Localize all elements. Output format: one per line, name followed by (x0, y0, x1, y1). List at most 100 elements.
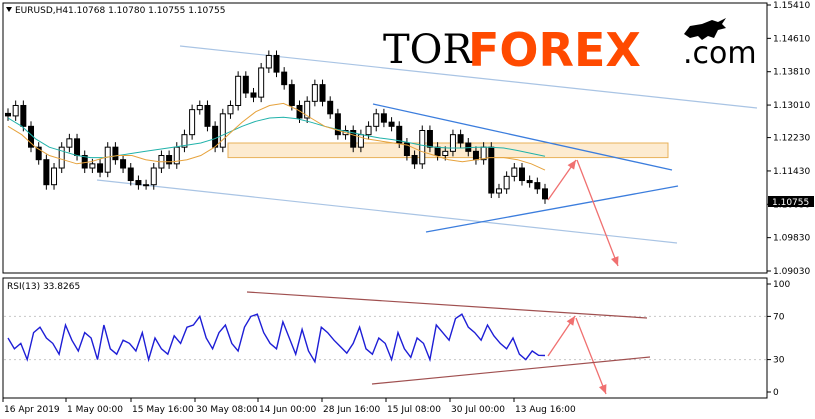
candle-body (503, 175, 510, 190)
candle-body (12, 104, 19, 117)
candle-body (181, 134, 188, 148)
rsi-trendline-lower (371, 356, 651, 385)
ohlc-label: 1.10768 1.10780 1.10755 1.10755 (68, 6, 225, 16)
rsi-trendline-upper (246, 291, 648, 319)
candle-body (258, 67, 265, 98)
rsi-tick-label: 70 (773, 312, 785, 322)
rsi-label: RSI(13) 33.8265 (7, 282, 80, 292)
candle-body (442, 150, 449, 157)
candle-body (242, 75, 249, 94)
candle-body (189, 109, 196, 136)
candle-body (58, 146, 65, 169)
candle-body (97, 163, 104, 173)
logo-forex-text: FOREX (468, 23, 641, 77)
forecast-arrows (547, 159, 619, 395)
price-tick-label: 1.12230 (773, 134, 810, 144)
time-tick-label: 28 Jun 16:00 (323, 405, 380, 415)
rsi-forecast-arrow-down-head (598, 384, 607, 394)
torforex-logo: TOR FOREX .com (383, 18, 757, 77)
price-tick-label: 1.09830 (773, 234, 810, 244)
collapse-triangle-icon[interactable] (6, 7, 12, 12)
candle-body (388, 121, 395, 127)
rsi-line (7, 313, 546, 364)
bull-icon (684, 18, 726, 40)
candle-body (227, 104, 234, 115)
logo-com-text: .com (683, 36, 757, 71)
time-tick-label: 15 Jul 08:00 (387, 405, 441, 415)
candle-body (127, 167, 134, 182)
ma-slow-line (7, 116, 546, 159)
candle-body (273, 54, 280, 73)
price-tick-label: 1.13010 (773, 101, 810, 111)
trendline-upper (372, 103, 673, 171)
candle-body (472, 150, 479, 161)
candle-body (281, 71, 288, 86)
forecast-arrow-up-head (567, 160, 576, 170)
candle-body (449, 134, 456, 152)
candle-body (419, 129, 426, 165)
price-tick-label: 1.11430 (773, 167, 810, 177)
rsi-panel-frame (2, 277, 768, 399)
channel-lower-line (96, 179, 678, 244)
candle-body (74, 138, 81, 157)
time-tick-label: 13 Aug 16:00 (515, 405, 576, 415)
candle-body (150, 167, 157, 186)
current-price-label: 1.10755 (772, 198, 809, 208)
candle-body (327, 100, 334, 115)
candle-body (43, 159, 50, 186)
candle-body (196, 104, 203, 111)
candle-body (288, 84, 295, 106)
candle-body (250, 92, 257, 98)
forecast-arrow-down-head (611, 256, 619, 266)
candle-body (334, 113, 341, 136)
candle-body (173, 146, 180, 165)
time-tick-label: 15 May 16:00 (132, 405, 194, 415)
candle-body (350, 129, 357, 148)
candle-body (212, 125, 219, 148)
candle-body (380, 113, 387, 123)
price-axis: 1.15410 1.14610 1.13810 1.13010 1.12230 1.114… (767, 1, 810, 277)
price-tick-label: 1.15410 (773, 1, 810, 11)
candle-body (166, 155, 173, 165)
candle-body (143, 184, 150, 187)
candle-body (311, 84, 318, 102)
trend-lines (372, 103, 679, 233)
time-tick-label: 30 May 08:00 (196, 405, 258, 415)
rsi-forecast-arrow-down (575, 317, 607, 395)
candle-body (488, 146, 495, 194)
ma-fast-line (7, 102, 546, 171)
candle-body (112, 146, 119, 161)
candle-body (120, 159, 127, 169)
rsi-axis: 100 70 30 0 (4, 280, 790, 398)
candle-body (296, 104, 303, 119)
candle-body (511, 167, 518, 177)
candle-body (89, 163, 96, 169)
candle-body (457, 134, 464, 144)
price-tick-label: 1.13810 (773, 68, 810, 78)
candle-body (304, 100, 311, 119)
candle-body (51, 167, 58, 186)
candle-body (518, 167, 525, 182)
symbol-header: EURUSD,H4 1.10768 1.10780 1.10755 1.1075… (6, 6, 225, 16)
price-tick-label: 1.09030 (773, 267, 810, 277)
forecast-arrow-down (576, 159, 619, 267)
time-tick-label: 14 Jun 00:00 (259, 405, 316, 415)
rsi-forecast-arrow-up-head (566, 316, 575, 326)
candle-body (365, 125, 372, 136)
moving-averages (7, 102, 546, 171)
candle-body (35, 146, 42, 161)
candle-body (534, 182, 541, 190)
candle-body (495, 188, 502, 194)
rsi-tick-label: 0 (773, 388, 779, 398)
candle-body (434, 146, 441, 157)
candle-body (235, 75, 242, 106)
current-price-tag: 1.10755 (768, 196, 814, 208)
time-tick-label: 16 Apr 2019 (4, 405, 60, 415)
candle-body (204, 104, 211, 127)
candle-body (265, 54, 272, 69)
candle-body (135, 180, 142, 186)
candle-body (219, 113, 226, 148)
candle-body (5, 112, 11, 117)
candle-body (104, 146, 111, 173)
